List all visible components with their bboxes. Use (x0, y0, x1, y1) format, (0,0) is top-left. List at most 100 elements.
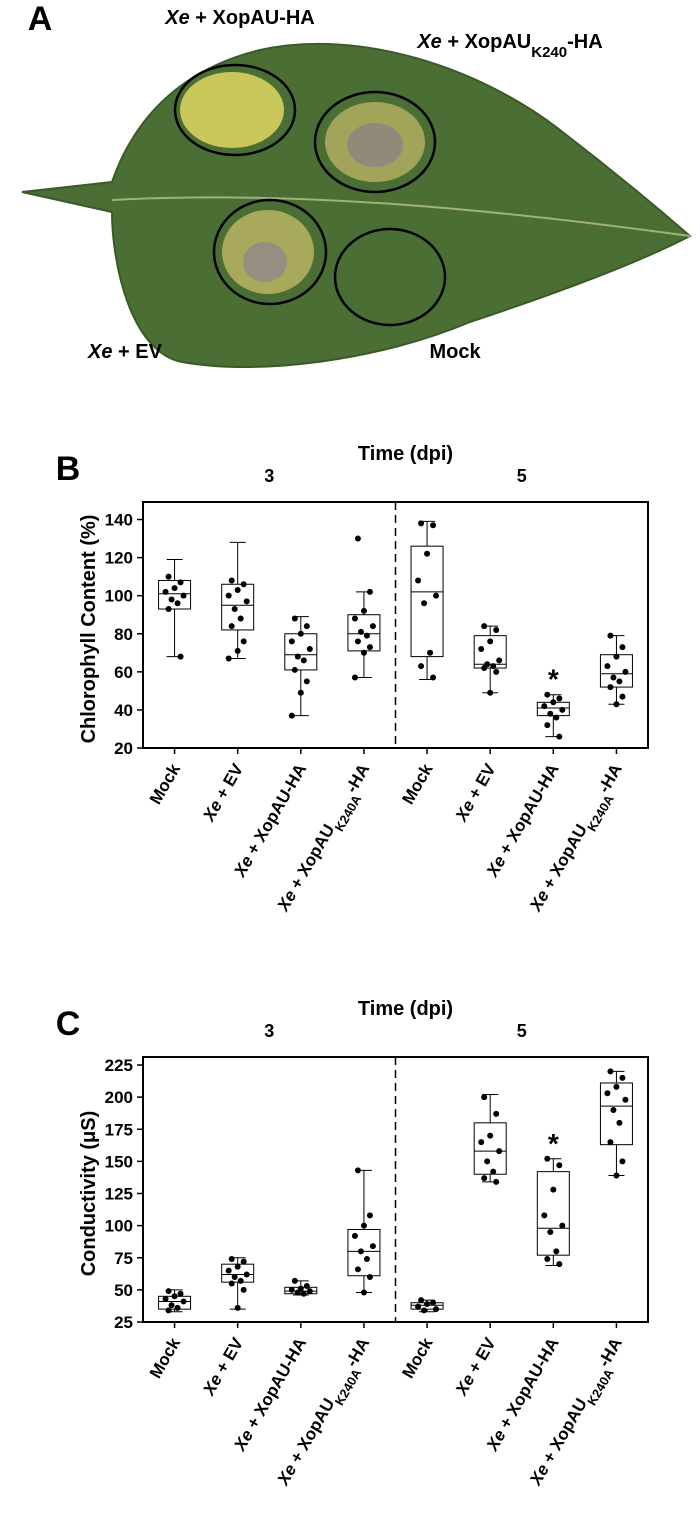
y-tick-label: 140 (105, 511, 133, 530)
leaf-midrib (111, 196, 691, 237)
data-point (556, 695, 563, 702)
data-point (613, 653, 620, 660)
data-point (610, 674, 617, 681)
x-tick-label: Xe + EV (199, 760, 248, 825)
data-point (240, 581, 247, 588)
data-point (490, 663, 497, 670)
data-point (493, 1110, 500, 1117)
data-point (613, 701, 620, 708)
data-point (171, 585, 178, 592)
data-point (418, 520, 425, 527)
data-point (556, 733, 563, 740)
y-tick-label: 125 (105, 1185, 133, 1204)
panel-letter: A (28, 0, 53, 38)
data-point (604, 1090, 611, 1097)
x-tick-label: Mock (398, 1334, 436, 1382)
data-point (610, 1106, 617, 1113)
y-tick-label: 200 (105, 1088, 133, 1107)
data-point (544, 1155, 551, 1162)
data-point (556, 1162, 563, 1169)
data-point (619, 693, 626, 700)
data-point (354, 638, 361, 645)
x-axis-title: Time (dpi) (358, 443, 453, 465)
data-point (430, 674, 437, 681)
data-point (544, 722, 551, 729)
data-point (165, 606, 172, 613)
box (410, 545, 444, 658)
data-point (291, 1277, 298, 1284)
data-point (481, 1175, 488, 1182)
data-point (228, 1280, 235, 1287)
data-point (288, 638, 295, 645)
data-point (306, 645, 313, 652)
y-tick-label: 150 (105, 1152, 133, 1171)
data-point (297, 689, 304, 696)
data-point (490, 1168, 497, 1175)
x-tick-label: Xe + EV (199, 1334, 248, 1399)
data-point (430, 1299, 437, 1306)
data-point (306, 1288, 313, 1295)
data-point (354, 1167, 361, 1174)
data-point (366, 1274, 373, 1281)
data-point (234, 1304, 241, 1311)
group-label: 3 (264, 1021, 274, 1041)
data-point (433, 1306, 440, 1313)
data-point (559, 1222, 566, 1229)
data-point (243, 598, 250, 605)
data-point (240, 1286, 247, 1293)
y-tick-label: 175 (105, 1120, 133, 1139)
data-point (547, 710, 554, 717)
data-point (550, 699, 557, 706)
data-point (177, 653, 184, 660)
data-point (237, 615, 244, 622)
y-axis-title: Conductivity (μS) (78, 1111, 100, 1277)
data-point (613, 1172, 620, 1179)
data-point (228, 623, 235, 630)
data-point (547, 1229, 554, 1236)
data-point (415, 1303, 422, 1310)
data-point (496, 657, 503, 664)
y-axis-title: Chlorophyll Content (%) (78, 515, 100, 744)
data-point (366, 588, 373, 595)
data-point (493, 626, 500, 633)
group-label: 5 (517, 466, 527, 486)
data-point (174, 600, 181, 607)
data-point (622, 1096, 629, 1103)
data-point (294, 653, 301, 660)
leaf-label: Mock (429, 341, 481, 363)
data-point (487, 638, 494, 645)
data-point (228, 577, 235, 584)
data-point (351, 615, 358, 622)
panel-letter: C (56, 1005, 81, 1043)
leaf-photo (21, 42, 692, 368)
data-point (550, 1186, 557, 1193)
data-point (544, 691, 551, 698)
data-point (177, 579, 184, 586)
data-point (360, 1289, 367, 1296)
data-point (354, 1266, 361, 1273)
data-point (424, 1301, 431, 1308)
data-point (496, 1148, 503, 1155)
leaf-label: Xe + XopAUK240-HA (416, 31, 602, 61)
data-point (162, 1295, 169, 1302)
data-point (228, 1256, 235, 1263)
data-point (225, 1267, 232, 1274)
leaf-label: Xe + XopAU-HA (164, 7, 314, 29)
data-point (354, 535, 361, 542)
significance-marker: * (548, 1128, 559, 1159)
infiltration-circle (333, 227, 447, 327)
data-point (231, 1274, 238, 1281)
data-point (484, 1158, 491, 1165)
data-point (607, 1139, 614, 1146)
data-point (180, 1298, 187, 1305)
data-point (430, 522, 437, 529)
data-point (421, 1307, 428, 1314)
data-point (363, 632, 370, 639)
data-point (493, 668, 500, 675)
data-point (234, 1263, 241, 1270)
data-point (303, 1283, 310, 1290)
group-label: 5 (517, 1021, 527, 1041)
data-point (427, 649, 434, 656)
data-point (481, 623, 488, 630)
